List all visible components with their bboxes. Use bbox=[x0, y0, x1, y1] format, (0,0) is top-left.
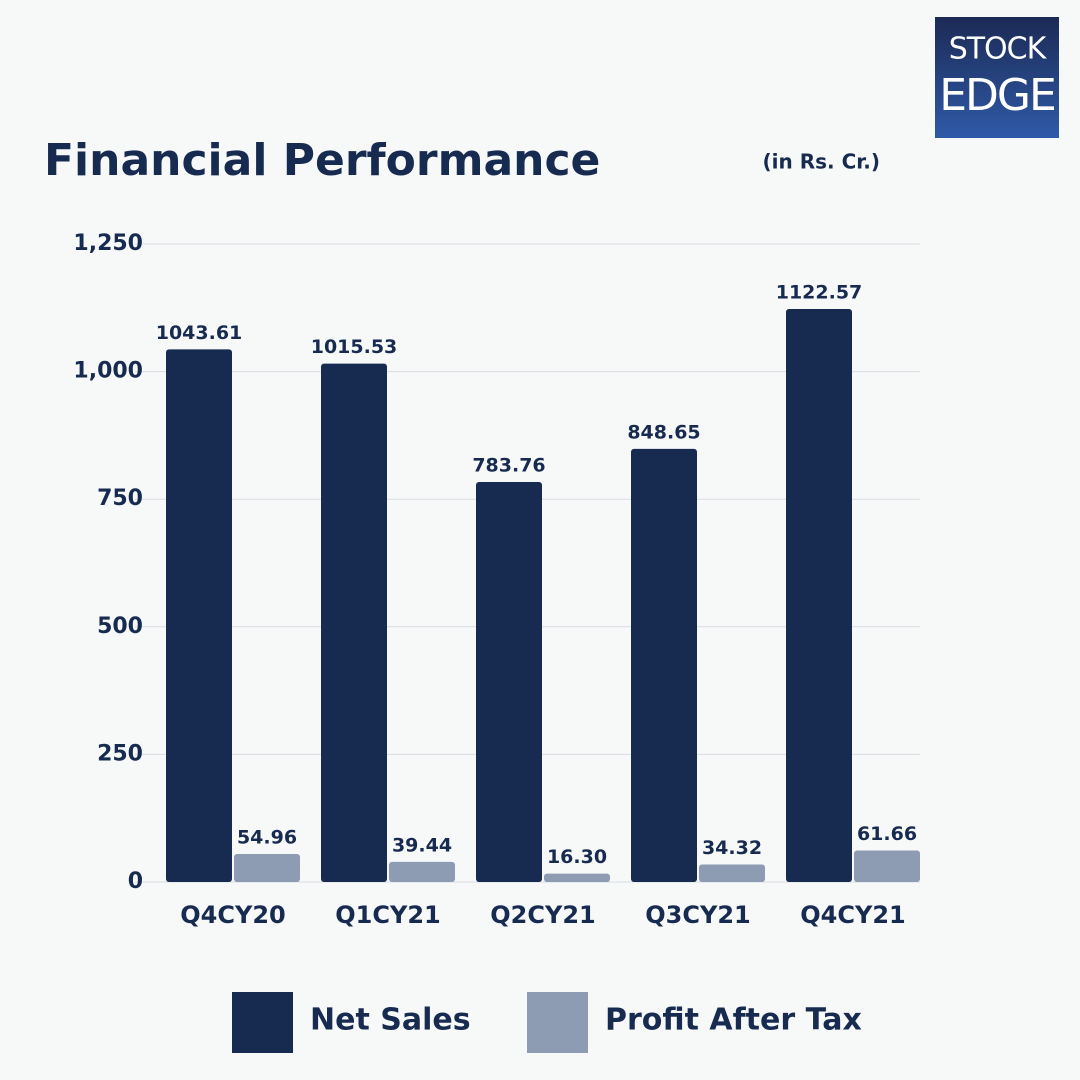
bar bbox=[389, 861, 455, 882]
y-tick-label: 1,250 bbox=[73, 231, 143, 256]
legend-swatch bbox=[527, 992, 588, 1053]
legend-label: Net Sales bbox=[310, 1003, 471, 1038]
data-label: 54.96 bbox=[237, 826, 297, 848]
data-label: 1122.57 bbox=[776, 282, 863, 304]
bar bbox=[321, 363, 387, 883]
bar bbox=[699, 864, 765, 882]
bar bbox=[166, 349, 232, 883]
y-tick-label: 1,000 bbox=[73, 359, 143, 384]
data-label: 39.44 bbox=[392, 834, 452, 856]
chart-title: Financial Performance bbox=[44, 135, 600, 186]
bar bbox=[854, 850, 920, 882]
logo-text: STOCK bbox=[949, 32, 1048, 67]
legend-label: Profit After Tax bbox=[605, 1003, 862, 1038]
y-tick-label: 0 bbox=[128, 869, 143, 894]
data-label: 1015.53 bbox=[311, 336, 398, 358]
y-tick-label: 750 bbox=[97, 486, 143, 511]
y-tick-label: 250 bbox=[97, 741, 143, 766]
bar bbox=[786, 309, 852, 882]
data-label: 16.30 bbox=[547, 846, 607, 868]
bar bbox=[544, 873, 610, 882]
bar bbox=[631, 448, 697, 882]
data-label: 61.66 bbox=[857, 823, 917, 845]
logo: STOCK EDGE bbox=[935, 17, 1059, 138]
data-label: 34.32 bbox=[702, 837, 762, 859]
x-tick-label: Q4CY20 bbox=[180, 901, 286, 929]
x-tick-label: Q3CY21 bbox=[645, 901, 751, 929]
data-label: 783.76 bbox=[472, 454, 545, 476]
legend-swatch bbox=[232, 992, 293, 1053]
data-label: 1043.61 bbox=[156, 322, 243, 344]
bar bbox=[476, 481, 542, 882]
x-tick-label: Q1CY21 bbox=[335, 901, 441, 929]
bar bbox=[234, 853, 300, 882]
x-tick-label: Q2CY21 bbox=[490, 901, 596, 929]
y-tick-label: 500 bbox=[97, 614, 143, 639]
chart-subtitle: (in Rs. Cr.) bbox=[763, 150, 881, 174]
x-tick-label: Q4CY21 bbox=[800, 901, 906, 929]
logo-text: EDGE bbox=[939, 70, 1055, 121]
logo-box bbox=[935, 17, 1059, 138]
data-label: 848.65 bbox=[627, 421, 700, 443]
